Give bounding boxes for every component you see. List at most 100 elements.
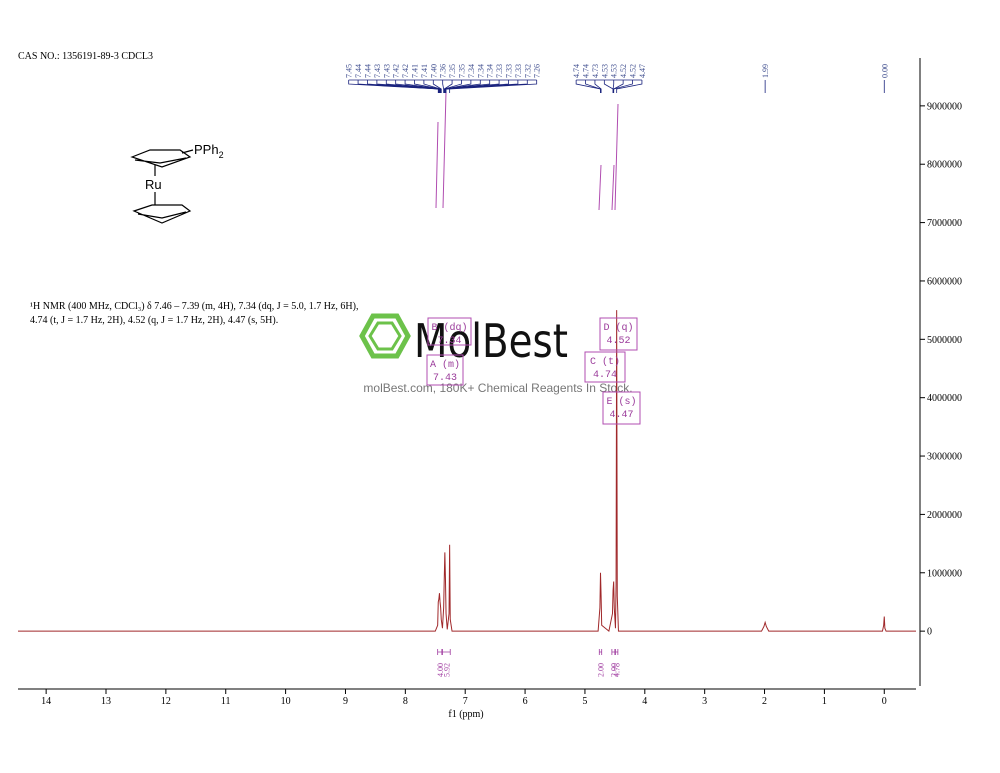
peak-connector [385, 80, 440, 93]
x-tick-label: 1 [822, 696, 827, 707]
chart-title: CAS NO.: 1356191-89-3 CDCL3 [18, 51, 153, 62]
peak-label: 4.74 [582, 64, 591, 78]
x-tick-label: 6 [523, 696, 528, 707]
integral-label: 4.00 [436, 663, 445, 677]
multiplet-box [602, 391, 641, 425]
substituent-sub: 2 [219, 150, 224, 160]
integral-bracket [442, 649, 451, 655]
peak-label: 1.99 [761, 64, 770, 78]
x-axis-label: f1 (ppm) [448, 709, 483, 720]
peak-label: 4.52 [629, 64, 638, 78]
x-tick-label: 4 [642, 696, 647, 707]
peak-label: 7.43 [382, 64, 391, 78]
watermark-logo [359, 313, 411, 359]
y-tick-label: 3000000 [927, 452, 962, 463]
peak-label: 7.44 [354, 64, 363, 78]
multiplet-label: D (q) [603, 322, 633, 334]
integral-trace [435, 91, 619, 211]
peak-connector [613, 80, 633, 93]
multiplet-box [426, 354, 464, 386]
peak-connector [423, 80, 442, 93]
multiplet-label: B (dq) [431, 322, 467, 334]
x-tick-label: 8 [403, 696, 408, 707]
peak-label: 7.26 [533, 64, 542, 78]
peak-label: 4.74 [572, 64, 581, 78]
peak-connector [575, 80, 601, 93]
peak-label: 4.47 [638, 64, 647, 78]
integral-label: 2.00 [609, 663, 618, 677]
peak-label: 0.00 [880, 64, 889, 78]
peak-connector [616, 80, 643, 93]
integral-label: 4.78 [613, 663, 622, 677]
substituent-main: PPh [194, 142, 219, 157]
watermark-tagline: molBest.com, 180K+ Chemical Reagents In … [363, 381, 632, 395]
x-tick-label: 14 [41, 696, 51, 707]
y-tick-label: 8000000 [927, 160, 962, 171]
description-line: 4.74 (t, J = 1.7 Hz, 2H), 4.52 (q, J = 1… [30, 315, 278, 326]
integral-bracket [598, 649, 603, 655]
peak-connector [594, 80, 602, 93]
peak-label: 7.34 [467, 64, 476, 78]
peak-label: 7.33 [504, 64, 513, 78]
watermark-brand: MolBest [414, 314, 568, 368]
peak-connector [404, 80, 441, 93]
peak-label: 4.53 [610, 64, 619, 78]
peak-label: 7.41 [410, 64, 419, 78]
y-tick-label: 5000000 [927, 335, 962, 346]
multiplet-shift: 7.34 [437, 336, 461, 347]
peak-connector [443, 80, 462, 93]
integral-label: 2.00 [597, 663, 606, 677]
peak-label: 7.42 [401, 64, 410, 78]
peak-label: 7.35 [448, 64, 457, 78]
x-tick-label: 11 [221, 696, 231, 707]
y-tick-label: 4000000 [927, 393, 962, 404]
x-tick-label: 0 [882, 696, 887, 707]
y-tick-label: 0 [927, 627, 932, 638]
multiplet-shift: 7.43 [433, 373, 457, 384]
x-tick-label: 3 [702, 696, 707, 707]
peak-label: 7.33 [495, 64, 504, 78]
structure [130, 149, 194, 224]
spectrum-line [18, 310, 916, 633]
multiplet-label: E (s) [606, 396, 636, 408]
peak-connector [612, 80, 615, 93]
peak-label: 7.42 [392, 64, 401, 78]
peak-connector [442, 80, 445, 93]
integral-label: 5.92 [442, 663, 451, 677]
multiplet-box [599, 317, 638, 351]
peak-label: 7.34 [476, 64, 485, 78]
peak-label: 7.36 [439, 64, 448, 78]
multiplet-shift: 4.74 [593, 370, 617, 381]
peak-label: 7.35 [457, 64, 466, 78]
x-tick-label: 2 [762, 696, 767, 707]
integral-bracket [611, 649, 616, 655]
peak-label: 4.53 [600, 64, 609, 78]
multiplet-label: A (m) [430, 359, 460, 371]
peak-label: 7.33 [514, 64, 523, 78]
x-tick-label: 12 [161, 696, 171, 707]
integral-bracket [437, 649, 443, 655]
x-tick-label: 10 [281, 696, 291, 707]
peak-label: 7.44 [363, 64, 372, 78]
peak-label: 7.43 [373, 64, 382, 78]
peak-connector [585, 80, 601, 93]
substituent: PPh2 [194, 142, 224, 160]
peak-connector [603, 80, 614, 93]
multiplet-shift: 4.52 [606, 336, 630, 347]
peak-label: 4.52 [619, 64, 628, 78]
peak-connector [444, 80, 491, 93]
multiplet-shift: 4.47 [609, 410, 633, 421]
y-tick-label: 6000000 [927, 276, 962, 287]
x-tick-label: 9 [343, 696, 348, 707]
integral-bracket [615, 649, 619, 655]
description-line: ¹H NMR (400 MHz, CDCl₃) δ 7.46 – 7.39 (m… [30, 301, 359, 312]
peak-label: 7.41 [420, 64, 429, 78]
peak-label: 4.73 [591, 64, 600, 78]
multiplet-label: C (t) [590, 356, 620, 368]
x-tick-label: 13 [101, 696, 111, 707]
y-tick-label: 7000000 [927, 218, 962, 229]
y-tick-label: 2000000 [927, 510, 962, 521]
y-tick-label: 9000000 [927, 101, 962, 112]
multiplet-box [427, 317, 472, 346]
